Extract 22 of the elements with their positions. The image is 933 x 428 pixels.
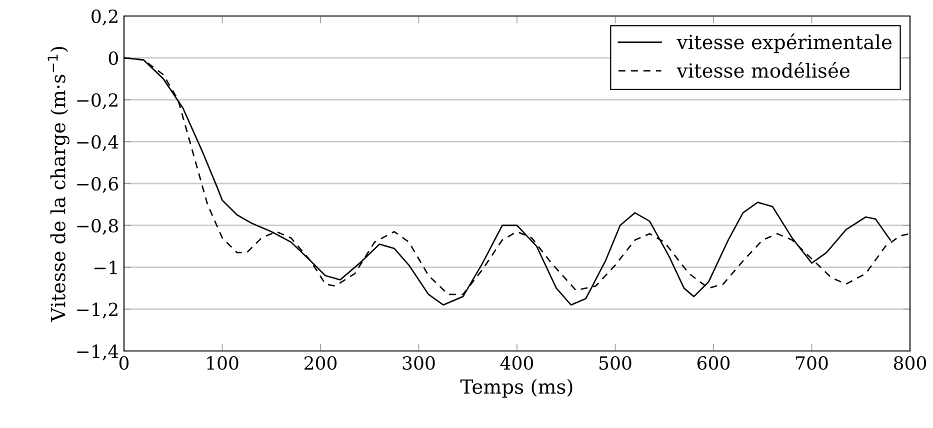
x-tick-label: 700 xyxy=(796,356,828,370)
y-tick-label: −0,4 xyxy=(77,135,118,151)
y-axis-title: Vitesse de la charge (m·s$^{−1}$) xyxy=(48,46,70,322)
y-tick-label: −1 xyxy=(94,260,117,274)
y-tick-label: −0,6 xyxy=(77,176,118,193)
x-tick-label: 600 xyxy=(697,356,730,370)
y-tick-label: 0,2 xyxy=(92,9,118,26)
x-tick-label: 200 xyxy=(304,356,337,370)
y-tick-label: −1,4 xyxy=(77,344,118,360)
x-axis-title: Temps (ms) xyxy=(460,378,572,398)
y-tick-label: −0,2 xyxy=(77,93,118,110)
legend-label: vitesse expérimentale xyxy=(676,34,892,54)
y-tick-label: 0 xyxy=(108,51,118,65)
x-tick-label: 300 xyxy=(402,356,435,370)
x-tick-label: 0 xyxy=(119,356,129,370)
x-tick-label: 800 xyxy=(894,356,926,370)
x-tick-label: 500 xyxy=(600,356,632,370)
x-tick-label: 400 xyxy=(500,356,534,370)
y-tick-label: −1,2 xyxy=(77,302,118,318)
y-tick-label: −0,8 xyxy=(77,218,118,235)
x-tick-label: 100 xyxy=(207,356,238,370)
legend-label: vitesse modélisée xyxy=(676,62,850,78)
